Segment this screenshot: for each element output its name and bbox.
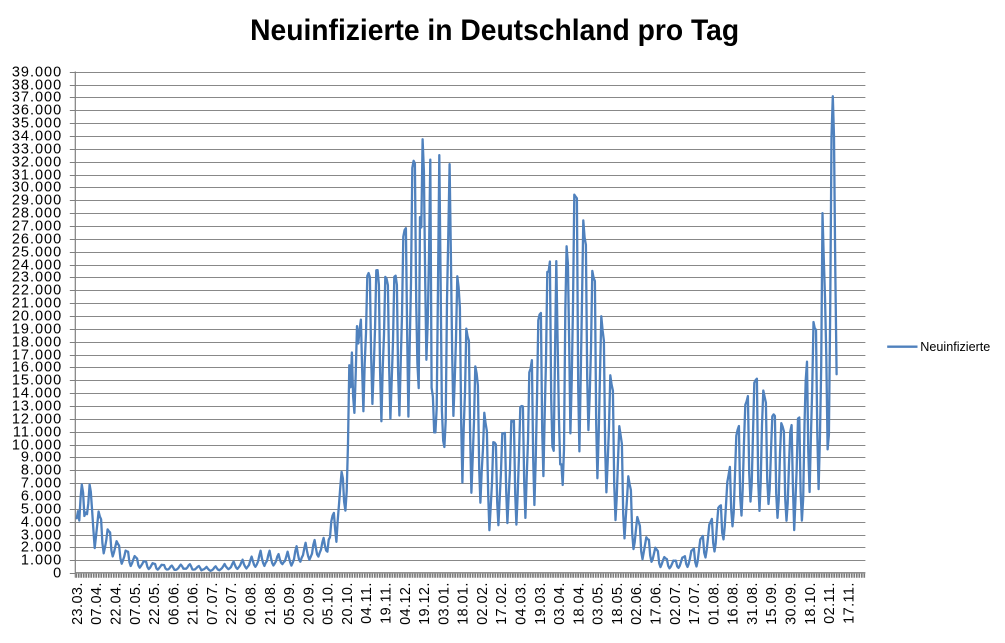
svg-text:04.03.: 04.03. (514, 582, 530, 625)
svg-text:27.000: 27.000 (12, 218, 62, 234)
svg-text:38.000: 38.000 (12, 77, 62, 93)
svg-text:16.08.: 16.08. (726, 582, 742, 625)
svg-text:07.07.: 07.07. (205, 582, 221, 625)
svg-text:20.10.: 20.10. (340, 582, 356, 625)
svg-text:22.05.: 22.05. (147, 582, 163, 625)
svg-text:18.10.: 18.10. (803, 582, 819, 625)
svg-text:01.08.: 01.08. (706, 582, 722, 625)
svg-text:30.09.: 30.09. (784, 582, 800, 625)
svg-text:23.03.: 23.03. (70, 582, 86, 625)
svg-text:29.000: 29.000 (12, 192, 62, 208)
svg-text:26.000: 26.000 (12, 231, 62, 247)
svg-text:9.000: 9.000 (21, 449, 62, 465)
svg-text:25.000: 25.000 (12, 244, 62, 260)
svg-text:32.000: 32.000 (12, 154, 62, 170)
svg-text:1.000: 1.000 (21, 552, 62, 568)
svg-text:15.000: 15.000 (12, 372, 62, 388)
svg-text:19.000: 19.000 (12, 321, 62, 337)
svg-text:17.11.: 17.11. (841, 582, 857, 624)
svg-text:07.04.: 07.04. (89, 582, 105, 625)
svg-text:21.06.: 21.06. (186, 582, 202, 625)
svg-text:19.12.: 19.12. (417, 582, 433, 625)
svg-text:20.000: 20.000 (12, 308, 62, 324)
svg-text:28.000: 28.000 (12, 205, 62, 221)
svg-text:22.000: 22.000 (12, 282, 62, 298)
svg-text:30.000: 30.000 (12, 179, 62, 195)
svg-text:10.000: 10.000 (12, 437, 62, 453)
svg-text:11.000: 11.000 (13, 424, 62, 440)
svg-text:12.000: 12.000 (12, 411, 62, 427)
svg-text:17.06.: 17.06. (649, 582, 665, 625)
svg-text:02.06.: 02.06. (629, 582, 645, 625)
svg-text:2.000: 2.000 (21, 539, 62, 555)
svg-text:22.07.: 22.07. (224, 582, 240, 625)
svg-text:07.05.: 07.05. (128, 582, 144, 625)
svg-text:22.04.: 22.04. (109, 582, 125, 625)
svg-text:17.07.: 17.07. (687, 582, 703, 625)
svg-text:06.06.: 06.06. (166, 582, 182, 625)
svg-text:05.09.: 05.09. (282, 582, 298, 625)
svg-text:04.12.: 04.12. (398, 582, 414, 625)
svg-text:17.02.: 17.02. (494, 582, 510, 625)
svg-text:18.000: 18.000 (12, 334, 62, 350)
svg-text:20.09.: 20.09. (301, 582, 317, 625)
svg-text:23.000: 23.000 (12, 269, 62, 285)
svg-text:37.000: 37.000 (12, 89, 62, 105)
svg-text:8.000: 8.000 (21, 462, 62, 478)
svg-text:33.000: 33.000 (12, 141, 62, 157)
svg-text:6.000: 6.000 (21, 488, 62, 504)
svg-text:02.11.: 02.11. (822, 582, 838, 624)
svg-text:16.000: 16.000 (12, 359, 62, 375)
svg-text:24.000: 24.000 (12, 257, 62, 273)
svg-text:17.000: 17.000 (12, 347, 62, 363)
svg-text:31.000: 31.000 (12, 167, 62, 183)
svg-text:21.000: 21.000 (12, 295, 62, 311)
svg-text:03.01.: 03.01. (436, 582, 452, 625)
svg-text:15.09.: 15.09. (764, 582, 780, 625)
svg-text:02.07.: 02.07. (668, 582, 684, 625)
svg-text:5.000: 5.000 (21, 501, 62, 517)
svg-text:31.08.: 31.08. (745, 582, 761, 625)
svg-text:3.000: 3.000 (21, 527, 62, 543)
svg-text:19.03.: 19.03. (533, 582, 549, 625)
svg-text:18.01.: 18.01. (456, 582, 472, 625)
svg-text:Neuinfizierte in Deutschland p: Neuinfizierte in Deutschland pro Tag (250, 14, 739, 47)
svg-text:04.11.: 04.11. (359, 582, 375, 624)
svg-text:19.11.: 19.11. (379, 582, 395, 624)
svg-text:03.05.: 03.05. (591, 582, 607, 625)
svg-text:35.000: 35.000 (12, 115, 62, 131)
svg-text:03.04.: 03.04. (552, 582, 568, 625)
svg-text:34.000: 34.000 (12, 128, 62, 144)
svg-text:39.000: 39.000 (12, 64, 62, 80)
svg-text:18.05.: 18.05. (610, 582, 626, 625)
svg-text:0: 0 (53, 565, 62, 581)
svg-text:4.000: 4.000 (21, 514, 62, 530)
svg-text:13.000: 13.000 (12, 398, 62, 414)
svg-text:14.000: 14.000 (12, 385, 62, 401)
svg-text:Neuinfizierte: Neuinfizierte (920, 340, 990, 354)
svg-text:18.04.: 18.04. (571, 582, 587, 625)
svg-text:7.000: 7.000 (21, 475, 62, 491)
svg-text:36.000: 36.000 (12, 102, 62, 118)
svg-text:02.02.: 02.02. (475, 582, 491, 625)
svg-text:21.08.: 21.08. (263, 582, 279, 625)
svg-text:06.08.: 06.08. (244, 582, 260, 625)
svg-text:05.10.: 05.10. (321, 582, 337, 625)
